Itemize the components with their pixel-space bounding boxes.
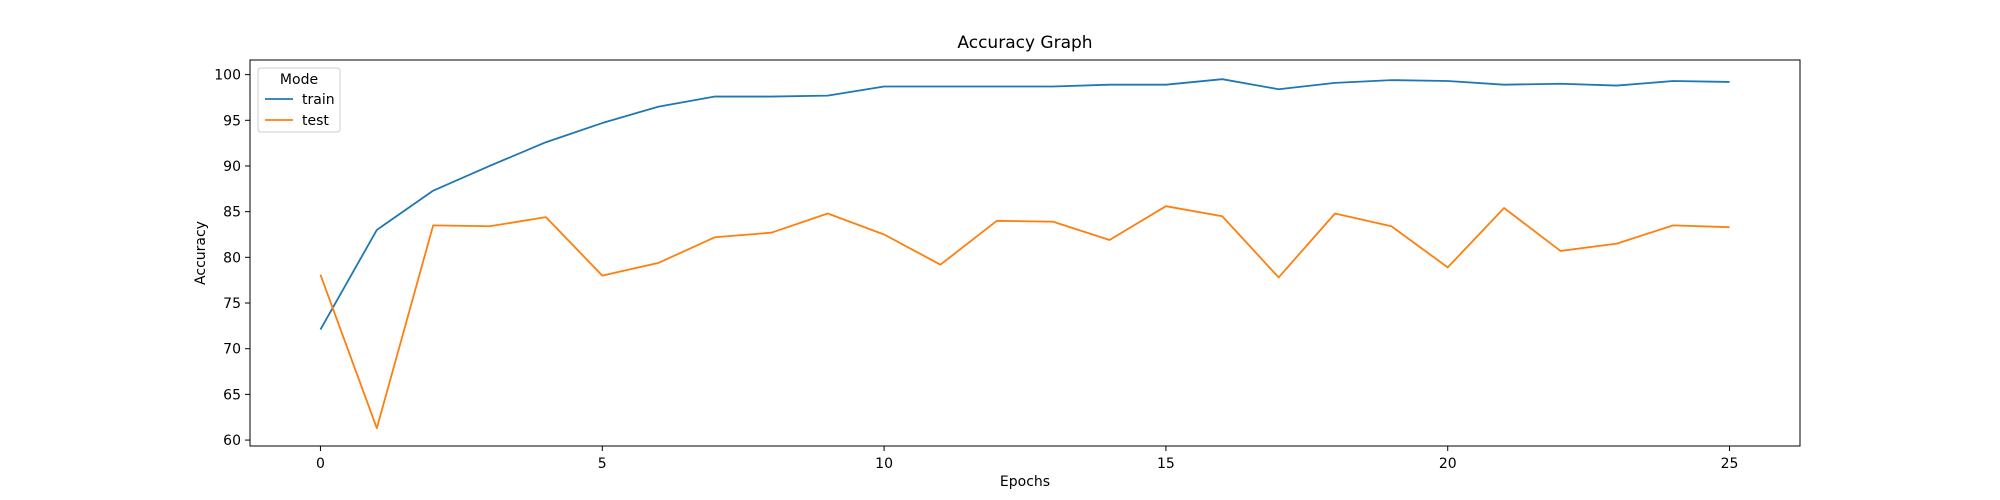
y-tick-label: 60: [223, 433, 241, 449]
y-tick-label: 100: [214, 68, 241, 84]
series-line-train: [319, 78, 1730, 330]
x-tick-label: 5: [598, 456, 607, 472]
x-tick-label: 0: [316, 456, 325, 472]
x-tick-label: 15: [1157, 456, 1175, 472]
y-tick-label: 75: [223, 296, 241, 312]
y-tick-label: 80: [223, 250, 241, 266]
x-axis-label: Epochs: [1000, 474, 1050, 490]
y-tick-label: 90: [223, 159, 241, 175]
plot-area: 0 5 10 15 20 25 60 65 70 75 80 85 90 95 100: [214, 59, 1801, 472]
x-tick-label: 25: [1721, 456, 1739, 472]
series-line-test: [319, 205, 1730, 430]
legend-title: Mode: [280, 72, 318, 88]
y-axis-label: Accuracy: [193, 221, 209, 285]
plot-frame: [249, 59, 1801, 447]
legend: Mode train test: [257, 67, 341, 133]
x-tick-label: 20: [1439, 456, 1457, 472]
y-tick-label: 95: [223, 113, 241, 129]
chart-title: Accuracy Graph: [957, 33, 1092, 53]
legend-entry-train: train: [302, 92, 335, 108]
x-tick-label: 10: [875, 456, 893, 472]
y-tick-label: 70: [223, 342, 241, 358]
y-tick-label: 65: [223, 387, 241, 403]
legend-box: [257, 67, 341, 133]
y-tick-label: 85: [223, 205, 241, 221]
legend-entry-test: test: [302, 113, 329, 129]
